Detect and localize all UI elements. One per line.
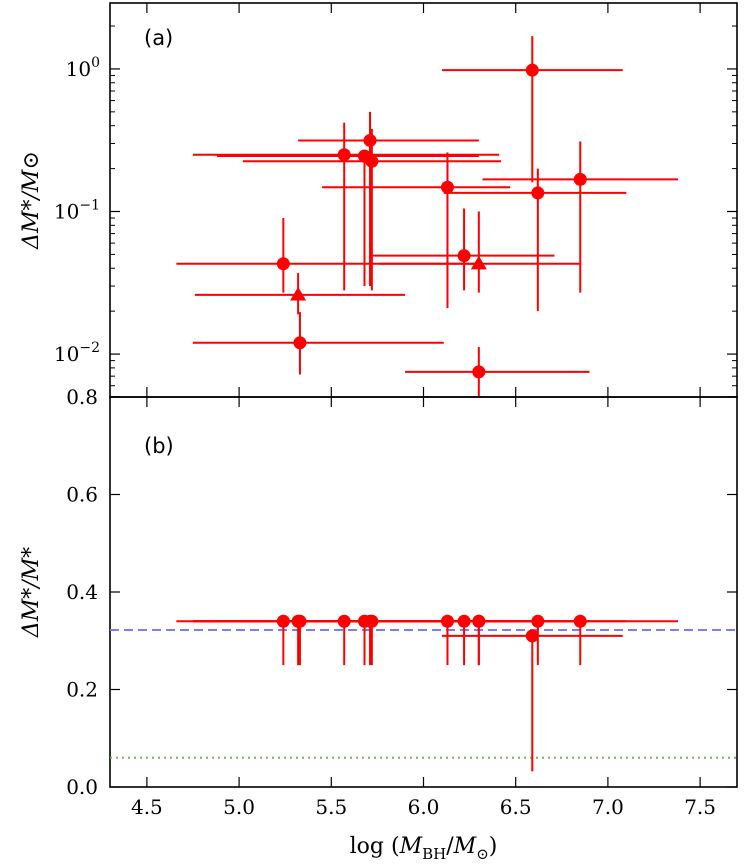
x-tick-label: 5.5 <box>315 795 347 819</box>
panel-b: 4.5 5.0 5.5 6.0 6.5 7.0 7.5 0.0 0.2 0.4 0.6 0.8 (b) <box>66 385 738 819</box>
panel-a-circle-marker <box>525 63 539 77</box>
panel-b-y-tick-label: 0.6 <box>66 483 98 507</box>
panel-a-y-tick-label: 10−1 <box>54 198 100 224</box>
panel-a-circle-marker <box>440 180 454 194</box>
panel-a-point <box>443 168 627 312</box>
panel-b-y-axis-label: ΔM*/M* <box>19 547 44 638</box>
panel-b-label: (b) <box>144 434 174 458</box>
panel-a-triangle-marker <box>290 286 307 301</box>
panel-b-y-tick-label: 0.0 <box>66 775 98 799</box>
x-tick-label: 6.5 <box>500 795 532 819</box>
panel-a-point <box>482 141 678 293</box>
panel-a-point <box>192 122 500 291</box>
panel-b-point <box>441 629 623 772</box>
panel-b-y-tick-label: 0.2 <box>66 678 98 702</box>
panel-a-circle-marker <box>472 365 486 379</box>
panel-b-y-tick-label: 0.4 <box>66 580 98 604</box>
panel-a-y-tick-label: 10−2 <box>54 340 100 366</box>
panel-a-circle-marker <box>276 257 290 271</box>
panel-a-point <box>405 347 590 397</box>
panel-a-y-axis-label: ΔM*/M⊙ <box>19 151 44 250</box>
x-tick-label: 6.0 <box>408 795 440 819</box>
panel-b-point <box>192 614 444 666</box>
panel-b-point <box>405 614 590 666</box>
x-tick-label: 4.5 <box>131 795 163 819</box>
panel-b-circle-marker <box>525 629 539 643</box>
panel-a-point <box>441 36 623 183</box>
panel-a: 100 10−1 10−2 (a) <box>54 2 738 398</box>
panel-a-point <box>192 312 444 375</box>
x-tick-label: 5.0 <box>223 795 255 819</box>
panel-a-circle-marker <box>457 249 471 263</box>
panel-b-point <box>482 614 678 666</box>
panel-a-point <box>242 128 501 291</box>
panel-a-circle-marker <box>337 148 351 162</box>
panel-a-frame <box>109 2 738 398</box>
panel-b-circle-marker <box>573 614 587 628</box>
panel-a-point <box>298 111 479 287</box>
panel-a-point <box>379 211 581 293</box>
x-tick-label: 7.5 <box>684 795 716 819</box>
panel-a-circle-marker <box>573 172 587 186</box>
panel-a-circle-marker <box>365 154 379 168</box>
panel-b-frame <box>109 396 738 788</box>
panel-a-circle-marker <box>363 133 377 147</box>
panel-b-point <box>176 614 479 666</box>
x-axis-label: log (MBH/M⊙) <box>350 834 498 863</box>
panel-a-point <box>370 208 555 291</box>
panel-a-point <box>194 273 406 315</box>
panel-a-circle-marker <box>531 186 545 200</box>
panel-a-label: (a) <box>144 26 173 50</box>
panel-a-point <box>216 149 479 287</box>
panel-a-point <box>322 152 511 309</box>
x-tick-label: 7.0 <box>592 795 624 819</box>
panel-b-y-tick-label: 0.8 <box>66 385 98 409</box>
panel-a-circle-marker <box>293 336 307 350</box>
panel-a-triangle-marker <box>470 255 487 270</box>
panel-b-point <box>370 614 555 666</box>
panel-a-y-tick-label: 100 <box>66 55 100 81</box>
